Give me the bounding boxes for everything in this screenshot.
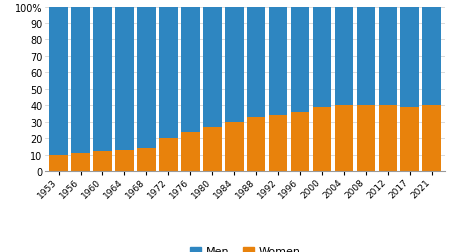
Bar [335, 106, 353, 171]
Bar [115, 8, 134, 150]
Bar [313, 8, 331, 107]
Bar [422, 106, 441, 171]
Bar [291, 8, 309, 112]
Bar [247, 8, 266, 117]
Bar [203, 127, 222, 171]
Bar [400, 107, 419, 171]
Bar [269, 116, 287, 171]
Bar [93, 8, 112, 152]
Bar [93, 152, 112, 171]
Bar [49, 8, 68, 155]
Bar [159, 139, 178, 171]
Bar [203, 8, 222, 127]
Bar [356, 8, 375, 106]
Bar [379, 8, 397, 106]
Bar [247, 117, 266, 171]
Bar [356, 106, 375, 171]
Bar [335, 8, 353, 106]
Bar [291, 112, 309, 171]
Bar [71, 153, 90, 171]
Bar [379, 106, 397, 171]
Bar [400, 8, 419, 107]
Bar [225, 122, 243, 171]
Bar [159, 8, 178, 139]
Legend: Men, Women: Men, Women [186, 242, 305, 252]
Bar [49, 155, 68, 171]
Bar [137, 148, 156, 171]
Bar [137, 8, 156, 148]
Bar [181, 8, 200, 132]
Bar [71, 8, 90, 153]
Bar [422, 8, 441, 106]
Bar [181, 132, 200, 171]
Bar [313, 107, 331, 171]
Bar [115, 150, 134, 171]
Bar [269, 8, 287, 116]
Bar [225, 8, 243, 122]
